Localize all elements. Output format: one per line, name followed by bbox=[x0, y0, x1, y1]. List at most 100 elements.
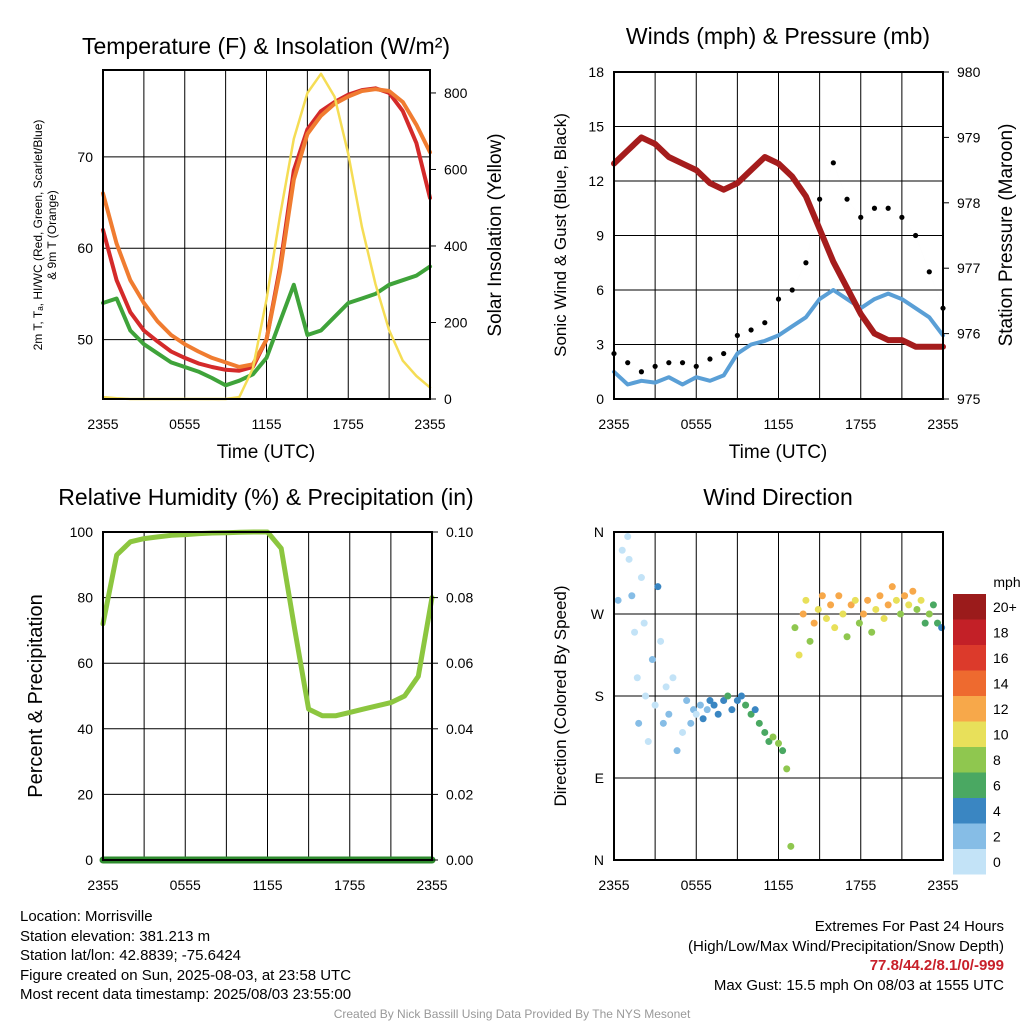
dir-ytick-label: E bbox=[595, 770, 604, 786]
dir-point bbox=[696, 701, 704, 709]
rh-xtick-label: 2355 bbox=[87, 877, 118, 893]
dir-point bbox=[864, 596, 872, 604]
dir-point bbox=[633, 674, 641, 682]
wind-gust-point bbox=[693, 363, 699, 369]
wind-ytick-label: 6 bbox=[596, 282, 604, 298]
dir-xtick-label: 0555 bbox=[681, 877, 712, 893]
rh-y2tick-label: 0.10 bbox=[446, 524, 473, 540]
dir-point bbox=[783, 765, 791, 773]
rh-ytick-label: 60 bbox=[77, 655, 93, 671]
dir-legend-label: 6 bbox=[993, 777, 1001, 793]
rh-plot-frame bbox=[102, 531, 433, 861]
dir-point bbox=[687, 719, 695, 727]
temp-y2tick-label: 600 bbox=[444, 161, 468, 177]
temp-xlabel: Time (UTC) bbox=[217, 442, 316, 463]
wind-ticks: 2355 0555 1155 1755 2355 0 3 6 9 12 15 18 975 976 977 9… bbox=[588, 64, 980, 432]
dir-legend-label: 12 bbox=[993, 701, 1009, 717]
dir-point bbox=[839, 610, 847, 618]
dir-point bbox=[876, 592, 884, 600]
station-location: Location: Morrisville bbox=[20, 908, 153, 925]
dir-point bbox=[901, 592, 909, 600]
dir-point bbox=[795, 651, 803, 659]
dir-legend-label: 10 bbox=[993, 726, 1009, 742]
dir-point bbox=[925, 610, 933, 618]
wind-gust-point bbox=[858, 214, 864, 220]
rh-ticks: 2355 0555 1155 1755 2355 0 20 40 60 80 100 0.00 0.02… bbox=[70, 524, 474, 893]
dir-point bbox=[843, 633, 851, 641]
temp-title: Temperature (F) & Insolation (W/m²) bbox=[82, 33, 450, 59]
dir-ytick-label: W bbox=[591, 606, 605, 622]
temp-ylabel-line2: & 9m T (Orange) bbox=[45, 190, 59, 280]
dir-ytick-label: N bbox=[594, 852, 604, 868]
dir-point bbox=[683, 697, 691, 705]
temp-ytick-label: 50 bbox=[77, 332, 93, 348]
dir-legend-label: 8 bbox=[993, 752, 1001, 768]
wind-ytick-label: 3 bbox=[596, 337, 604, 353]
dir-point bbox=[806, 637, 814, 645]
rh-y2tick-label: 0.04 bbox=[446, 721, 473, 737]
dir-ytick-label: N bbox=[594, 524, 604, 540]
dir-point bbox=[662, 683, 670, 691]
dir-point bbox=[720, 697, 728, 705]
wind-series-station-pressure bbox=[611, 134, 946, 350]
wind-gust-point bbox=[734, 332, 740, 339]
wind-xtick-label: 1755 bbox=[845, 416, 876, 432]
dir-legend-swatch bbox=[953, 798, 986, 824]
dir-panel: Wind Direction 2355 0555 1155 1755 2355 N E S W N… bbox=[551, 484, 1021, 893]
wind-gust-point bbox=[926, 269, 932, 275]
dir-title: Wind Direction bbox=[703, 484, 853, 510]
dir-point bbox=[892, 596, 900, 604]
dir-point bbox=[851, 596, 859, 604]
wind-xtick-label: 2355 bbox=[598, 416, 629, 432]
wind-gust-point bbox=[844, 196, 850, 202]
wind-gust-point bbox=[871, 205, 878, 211]
figure-created: Figure created on Sun, 2025-08-03, at 23… bbox=[20, 966, 352, 984]
temp-plot-frame bbox=[102, 69, 431, 400]
wind-ytick-label: 15 bbox=[588, 119, 604, 135]
dir-point bbox=[644, 738, 652, 746]
dir-point bbox=[728, 706, 736, 714]
rh-ytick-label: 0 bbox=[85, 852, 93, 868]
wind-gust-point bbox=[789, 287, 795, 293]
dir-point bbox=[642, 692, 650, 700]
dir-point bbox=[799, 610, 807, 618]
dir-point bbox=[706, 697, 714, 705]
dir-point bbox=[835, 592, 843, 600]
station-elevation: Station elevation: 381.213 m bbox=[20, 927, 211, 945]
wind-gust-point bbox=[666, 360, 672, 366]
rh-xtick-label: 0555 bbox=[170, 877, 201, 893]
wind-plot-frame bbox=[613, 71, 944, 400]
dir-ylabel: Direction (Colored By Speed) bbox=[551, 585, 570, 806]
dir-legend-label: 0 bbox=[993, 854, 1001, 870]
rh-y2tick-label: 0.02 bbox=[446, 786, 473, 802]
temp-xtick-label: 2355 bbox=[87, 416, 118, 432]
wind-ytick-label: 9 bbox=[596, 228, 604, 244]
wind-y2tick-label: 977 bbox=[957, 260, 981, 276]
dir-legend-label: 20+ bbox=[993, 599, 1017, 615]
dir-point bbox=[917, 596, 925, 604]
wind-gust-point bbox=[899, 214, 905, 220]
dir-point bbox=[831, 624, 839, 632]
temp-ticks: 2355 0555 1155 1755 2355 50 60 70 0 200 400 600 800 bbox=[77, 85, 467, 432]
wind-y2tick-label: 978 bbox=[957, 195, 981, 211]
wind-gust-point bbox=[912, 232, 919, 239]
dir-point bbox=[751, 706, 759, 714]
dir-point bbox=[884, 601, 892, 609]
dir-legend-swatch bbox=[953, 849, 986, 875]
dir-legend-swatch bbox=[953, 721, 986, 747]
dir-point bbox=[747, 710, 755, 718]
dir-point bbox=[791, 624, 799, 632]
wind-title: Winds (mph) & Pressure (mb) bbox=[626, 23, 930, 49]
dir-point bbox=[724, 692, 732, 700]
dir-point bbox=[905, 601, 913, 609]
dir-ytick-label: S bbox=[595, 688, 604, 704]
temp-y2tick-label: 0 bbox=[444, 391, 452, 407]
dir-point bbox=[929, 601, 937, 609]
rh-xtick-label: 2355 bbox=[416, 877, 447, 893]
dir-point bbox=[755, 719, 763, 727]
dir-legend-swatch bbox=[953, 747, 986, 773]
dir-point bbox=[679, 728, 687, 736]
rh-ylabel: Percent & Precipitation bbox=[25, 594, 47, 797]
temp-y2tick-label: 400 bbox=[444, 238, 468, 254]
